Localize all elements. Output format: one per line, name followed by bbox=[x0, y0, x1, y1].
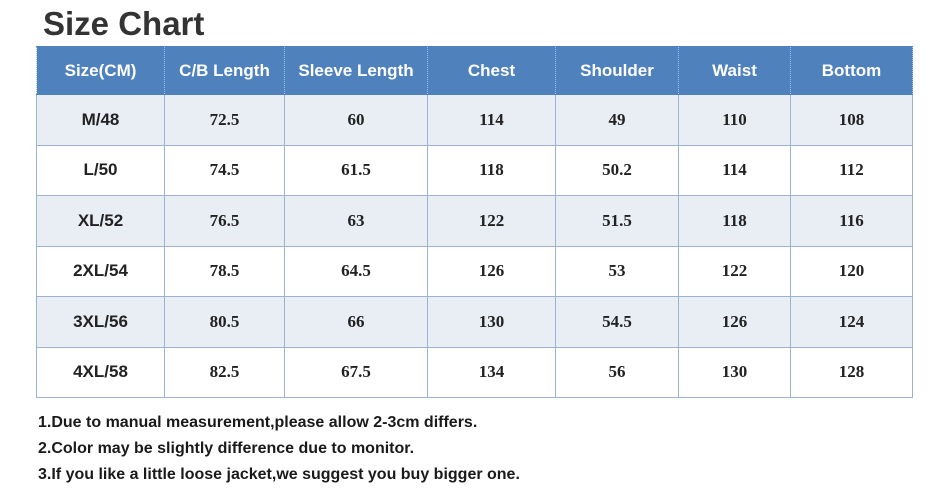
header-row: Size(CM) C/B Length Sleeve Length Chest … bbox=[36, 46, 913, 95]
chest-cell: 134 bbox=[427, 346, 556, 398]
page-title: Size Chart bbox=[43, 5, 205, 42]
sleeve-length-cell: 61.5 bbox=[284, 144, 428, 196]
size-cell: 2XL/54 bbox=[36, 245, 165, 297]
table-row: L/50 74.5 61.5 118 50.2 114 112 bbox=[36, 144, 913, 196]
waist-cell: 122 bbox=[678, 245, 791, 297]
bottom-cell: 120 bbox=[790, 245, 913, 297]
note-color: 2.Color may be slightly difference due t… bbox=[38, 440, 415, 457]
table-row: 2XL/54 78.5 64.5 126 53 122 120 bbox=[36, 245, 913, 297]
shoulder-cell: 53 bbox=[555, 245, 679, 297]
sleeve-length-cell: 67.5 bbox=[284, 346, 428, 398]
size-cell: 3XL/56 bbox=[36, 296, 165, 348]
shoulder-cell: 56 bbox=[555, 346, 679, 398]
cb-length-cell: 72.5 bbox=[164, 94, 285, 146]
column-header-cb-length: C/B Length bbox=[164, 46, 285, 95]
cb-length-cell: 78.5 bbox=[164, 245, 285, 297]
table-row: 4XL/58 82.5 67.5 134 56 130 128 bbox=[36, 346, 913, 398]
note-measurement: 1.Due to manual measurement,please allow… bbox=[38, 414, 478, 431]
cb-length-cell: 82.5 bbox=[164, 346, 285, 398]
bottom-cell: 124 bbox=[790, 296, 913, 348]
table-row: 3XL/56 80.5 66 130 54.5 126 124 bbox=[36, 296, 913, 348]
table-row: XL/52 76.5 63 122 51.5 118 116 bbox=[36, 195, 913, 247]
waist-cell: 126 bbox=[678, 296, 791, 348]
bottom-cell: 112 bbox=[790, 144, 913, 196]
column-header-waist: Waist bbox=[678, 46, 791, 95]
waist-cell: 130 bbox=[678, 346, 791, 398]
notes-section: 1.Due to manual measurement,please allow… bbox=[38, 410, 520, 488]
size-table: Size(CM) C/B Length Sleeve Length Chest … bbox=[36, 46, 913, 398]
chest-cell: 122 bbox=[427, 195, 556, 247]
bottom-cell: 116 bbox=[790, 195, 913, 247]
bottom-cell: 108 bbox=[790, 94, 913, 146]
sleeve-length-cell: 66 bbox=[284, 296, 428, 348]
waist-cell: 110 bbox=[678, 94, 791, 146]
chest-cell: 114 bbox=[427, 94, 556, 146]
chest-cell: 118 bbox=[427, 144, 556, 196]
cb-length-cell: 76.5 bbox=[164, 195, 285, 247]
waist-cell: 114 bbox=[678, 144, 791, 196]
column-header-sleeve-length: Sleeve Length bbox=[284, 46, 428, 95]
waist-cell: 118 bbox=[678, 195, 791, 247]
cb-length-cell: 74.5 bbox=[164, 144, 285, 196]
table-row: M/48 72.5 60 114 49 110 108 bbox=[36, 94, 913, 146]
shoulder-cell: 51.5 bbox=[555, 195, 679, 247]
sleeve-length-cell: 64.5 bbox=[284, 245, 428, 297]
size-cell: L/50 bbox=[36, 144, 165, 196]
shoulder-cell: 50.2 bbox=[555, 144, 679, 196]
column-header-size: Size(CM) bbox=[36, 46, 165, 95]
size-cell: XL/52 bbox=[36, 195, 165, 247]
table-body: M/48 72.5 60 114 49 110 108 L/50 74.5 61… bbox=[36, 94, 913, 398]
shoulder-cell: 54.5 bbox=[555, 296, 679, 348]
sleeve-length-cell: 63 bbox=[284, 195, 428, 247]
note-sizing-advice: 3.If you like a little loose jacket,we s… bbox=[38, 466, 520, 483]
size-cell: 4XL/58 bbox=[36, 346, 165, 398]
chest-cell: 130 bbox=[427, 296, 556, 348]
column-header-bottom: Bottom bbox=[790, 46, 913, 95]
column-header-shoulder: Shoulder bbox=[555, 46, 679, 95]
table-header: Size(CM) C/B Length Sleeve Length Chest … bbox=[36, 46, 913, 95]
column-header-chest: Chest bbox=[427, 46, 556, 95]
cb-length-cell: 80.5 bbox=[164, 296, 285, 348]
chest-cell: 126 bbox=[427, 245, 556, 297]
size-cell: M/48 bbox=[36, 94, 165, 146]
bottom-cell: 128 bbox=[790, 346, 913, 398]
sleeve-length-cell: 60 bbox=[284, 94, 428, 146]
shoulder-cell: 49 bbox=[555, 94, 679, 146]
